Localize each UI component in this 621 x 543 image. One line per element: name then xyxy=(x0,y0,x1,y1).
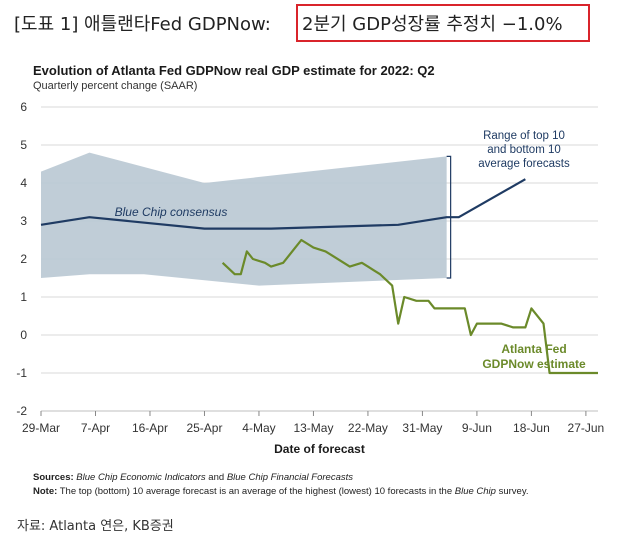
header-highlight-box xyxy=(296,4,590,42)
y-tick-label: 0 xyxy=(20,328,27,342)
sources-line: Sources: Blue Chip Economic Indicators a… xyxy=(33,471,529,485)
x-tick-label: 16-Apr xyxy=(132,421,168,435)
y-tick-label: 5 xyxy=(20,138,27,152)
bluechip-annotation: Blue Chip consensus xyxy=(115,205,228,219)
chart-subtitle: Quarterly percent change (SAAR) xyxy=(33,80,198,92)
sources-src1: Blue Chip Economic Indicators xyxy=(76,472,206,483)
gdpnow-annotation-line: GDPNow estimate xyxy=(482,357,586,371)
y-tick-label: 2 xyxy=(20,252,27,266)
note-end: survey. xyxy=(498,486,529,497)
note-italic: Blue Chip xyxy=(454,486,496,497)
x-tick-label: 13-May xyxy=(293,421,333,435)
x-tick-label: 25-Apr xyxy=(186,421,222,435)
range-annotation-line: average forecasts xyxy=(478,158,570,170)
sources-label: Sources: xyxy=(33,472,74,483)
x-tick-label: 31-May xyxy=(402,421,442,435)
x-tick-label: 27-Jun xyxy=(568,421,605,435)
range-bracket xyxy=(446,155,452,279)
note-line: Note: The top (bottom) 10 average foreca… xyxy=(33,485,529,499)
x-tick-label: 7-Apr xyxy=(81,421,110,435)
chart-title: Evolution of Atlanta Fed GDPNow real GDP… xyxy=(33,63,435,78)
header-prefix: [도표 1] 애틀랜타Fed GDPNow: xyxy=(14,14,271,35)
gdpnow-annotation-line: Atlanta Fed xyxy=(501,342,566,356)
x-tick-label: 9-Jun xyxy=(462,421,492,435)
x-tick-label: 22-May xyxy=(348,421,388,435)
x-axis-label: Date of forecast xyxy=(274,442,365,456)
y-tick-label: -1 xyxy=(16,366,27,380)
y-tick-label: 1 xyxy=(20,290,27,304)
y-tick-label: 6 xyxy=(20,100,27,114)
note-label: Note: xyxy=(33,486,58,497)
header-highlight: 2분기 GDP성장률 추정치 −1.0% xyxy=(302,14,563,35)
x-tick-label: 29-Mar xyxy=(22,421,60,435)
chart-notes: Sources: Blue Chip Economic Indicators a… xyxy=(33,471,529,499)
x-tick-label: 18-Jun xyxy=(513,421,550,435)
bluechip-consensus-line xyxy=(40,178,526,230)
range-annotation-line: Range of top 10 xyxy=(483,130,565,142)
y-tick-label: 4 xyxy=(20,176,27,190)
source-line: 자료: Atlanta 연은, KB증권 xyxy=(17,519,174,534)
sources-and: and xyxy=(205,472,227,483)
y-tick-label: 3 xyxy=(20,214,27,228)
range-annotation-line: and bottom 10 xyxy=(487,144,561,156)
y-tick-label: -2 xyxy=(16,404,27,418)
note-text: The top (bottom) 10 average forecast is … xyxy=(59,486,453,497)
gdpnow-estimate-line xyxy=(221,238,598,375)
forecast-range-band xyxy=(41,152,447,286)
x-tick-label: 4-May xyxy=(242,421,275,435)
sources-src2: Blue Chip Financial Forecasts xyxy=(226,472,354,483)
